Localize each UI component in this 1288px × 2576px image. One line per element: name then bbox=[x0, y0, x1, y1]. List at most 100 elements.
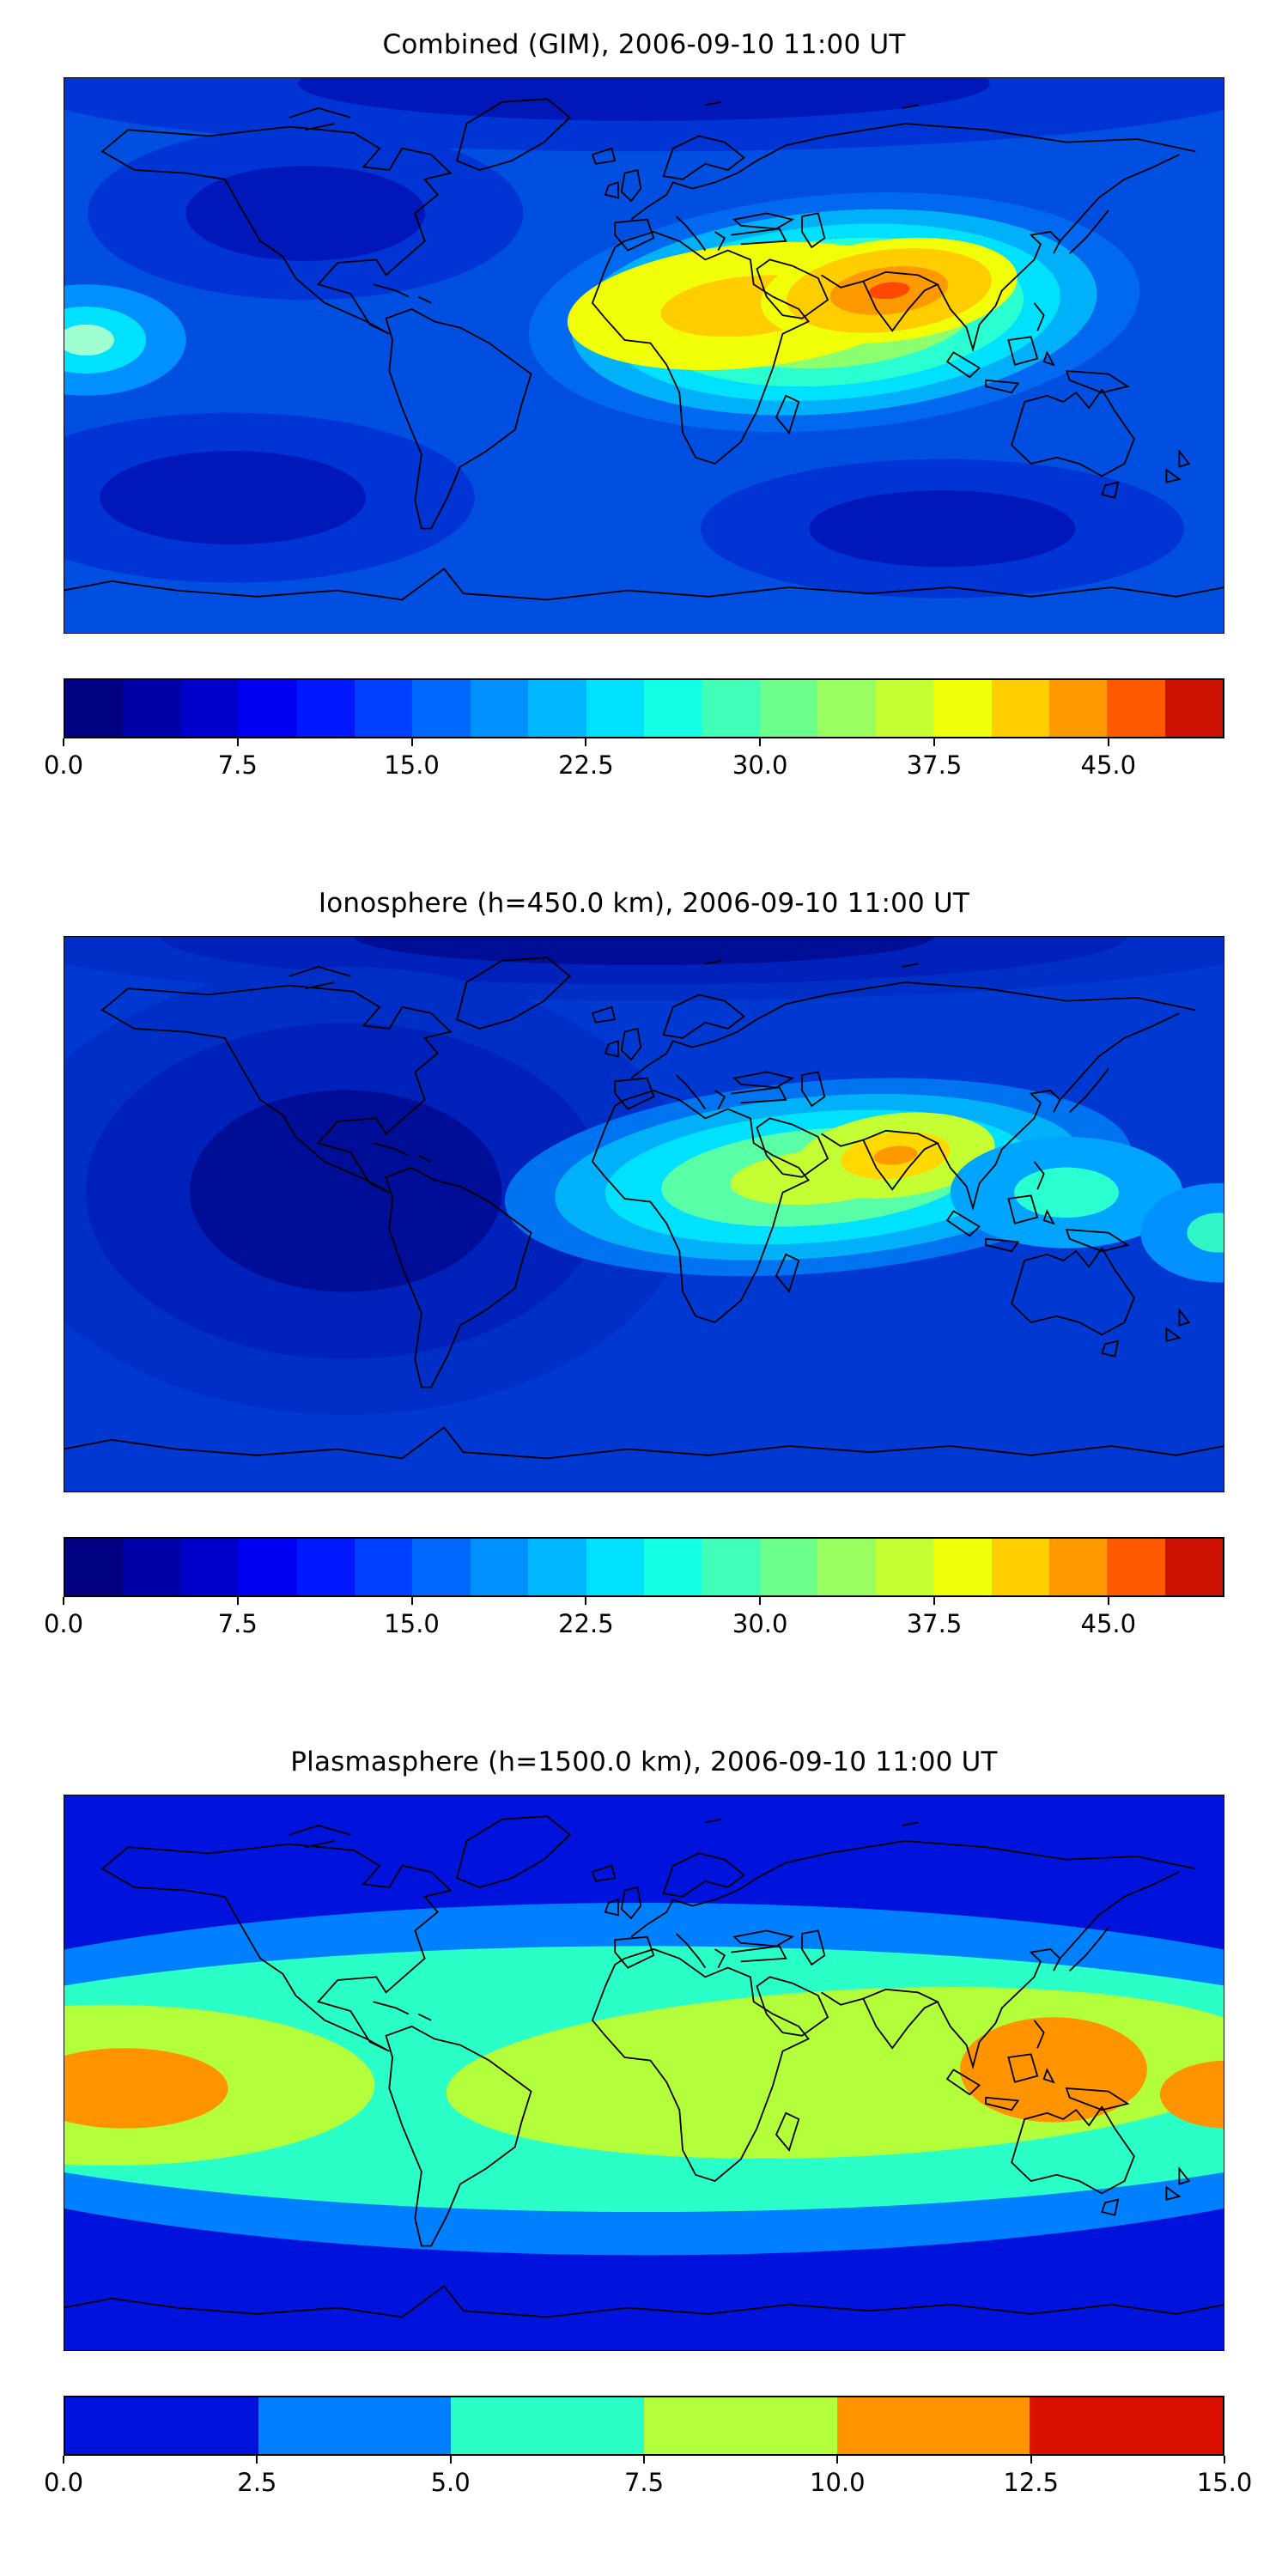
colorbar-segment bbox=[1107, 680, 1165, 737]
colorbar-segment bbox=[1030, 2397, 1224, 2454]
colorbar-tick-label: 7.5 bbox=[217, 750, 258, 780]
colorbar-segment bbox=[933, 680, 992, 737]
colorbar-segment bbox=[296, 680, 355, 737]
colorbar-tick-mark bbox=[63, 738, 64, 746]
colorbar-segment bbox=[644, 2397, 837, 2454]
colorbar-segment bbox=[528, 1539, 586, 1595]
colorbar-segment bbox=[1048, 680, 1108, 737]
colorbar-segment bbox=[875, 680, 934, 737]
south-asia-peak-core bbox=[796, 1112, 995, 1199]
maritime-continent-core bbox=[960, 2017, 1147, 2123]
colorbar-segment bbox=[644, 680, 702, 737]
colorbar-tick-label: 37.5 bbox=[906, 1609, 963, 1638]
map-svg-ionosphere bbox=[64, 936, 1224, 1492]
colorbar-tick-mark bbox=[236, 738, 239, 746]
right-edge-pacific-spot bbox=[1140, 1183, 1224, 1283]
colorbar-tick-label: 2.5 bbox=[237, 2468, 277, 2497]
colorbar-tick-label: 22.5 bbox=[558, 750, 614, 780]
colorbar-tick-mark bbox=[410, 738, 413, 746]
colorbar-wrap-ionosphere: 0.0 7.5 15.0 22.5 30.0 37.5 45.0 bbox=[44, 1537, 1224, 1647]
colorbar-tick-label: 37.5 bbox=[906, 750, 963, 780]
colorbar-segment bbox=[180, 1539, 240, 1595]
pacific-left-edge-spot bbox=[64, 284, 186, 396]
east-asia-tail bbox=[950, 1137, 1183, 1249]
colorbar-segment bbox=[586, 1539, 645, 1595]
colorbar-tick-label: 7.5 bbox=[623, 2468, 665, 2497]
colorbar-tick-label: 5.0 bbox=[430, 2468, 471, 2497]
map-svg-combined bbox=[64, 77, 1224, 634]
colorbar-tick-mark bbox=[449, 2456, 452, 2464]
colorbar-tick-mark bbox=[933, 738, 935, 746]
colorbar-segment bbox=[759, 1539, 818, 1595]
central-pacific-core bbox=[64, 2048, 228, 2129]
colorbar-segment bbox=[65, 680, 124, 737]
colorbar-segment bbox=[296, 1539, 355, 1595]
panel-title-ionosphere: Ionosphere (h=450.0 km), 2006-09-10 11:0… bbox=[318, 888, 970, 919]
colorbar-segment bbox=[355, 1539, 413, 1595]
colorbar-tick-label: 45.0 bbox=[1080, 750, 1137, 780]
colorbar-segment bbox=[470, 1539, 529, 1595]
colorbar-segment bbox=[991, 680, 1049, 737]
colorbar-wrap-plasmasphere: 0.0 2.5 5.0 7.5 10.0 12.5 15.0 bbox=[44, 2396, 1252, 2506]
colorbar-segment bbox=[412, 680, 471, 737]
colorbar-segment bbox=[1048, 1539, 1108, 1595]
right-edge-core bbox=[1159, 2060, 1224, 2129]
colorbar-segment bbox=[239, 1539, 297, 1595]
colorbar-tick-label: 0.0 bbox=[43, 1609, 84, 1638]
colorbar-tick-mark bbox=[759, 1597, 762, 1605]
colorbar-tick-label: 12.5 bbox=[1003, 2468, 1059, 2497]
colorbar-segment bbox=[528, 680, 586, 737]
colorbar-segment bbox=[470, 680, 529, 737]
map-combined bbox=[64, 77, 1224, 634]
colorbar-tick-mark bbox=[643, 2456, 645, 2464]
colorbar-tick-mark bbox=[1030, 2456, 1032, 2464]
panel-title-combined: Combined (GIM), 2006-09-10 11:00 UT bbox=[382, 29, 906, 60]
colorbar-tick-mark bbox=[585, 738, 587, 746]
americas-deep-minimum bbox=[64, 967, 693, 1415]
colorbar-segment bbox=[1164, 680, 1224, 737]
colorbar-combined bbox=[64, 678, 1224, 738]
map-ionosphere bbox=[64, 936, 1224, 1492]
colorbar-segment bbox=[991, 1539, 1049, 1595]
panel-ionosphere: Ionosphere (h=450.0 km), 2006-09-10 11:0… bbox=[0, 859, 1288, 1717]
colorbar-tick-mark bbox=[836, 2456, 839, 2464]
colorbar-tick-mark bbox=[256, 2456, 258, 2464]
colorbar-tick-label: 0.0 bbox=[43, 2468, 84, 2497]
colorbar-segment bbox=[836, 2397, 1030, 2454]
south-pacific-low-region bbox=[64, 412, 475, 583]
colorbar-segment bbox=[180, 680, 240, 737]
colorbar-segment bbox=[702, 1539, 760, 1595]
colorbar-tick-label: 0.0 bbox=[43, 750, 84, 780]
colorbar-tick-label: 22.5 bbox=[558, 1609, 614, 1638]
colorbar-tick-mark bbox=[1107, 738, 1109, 746]
colorbar-tick-label: 15.0 bbox=[384, 750, 440, 780]
colorbar-segment bbox=[1164, 1539, 1224, 1595]
colorbar-ionosphere bbox=[64, 1537, 1224, 1597]
colorbar-tick-mark bbox=[410, 1597, 413, 1605]
colorbar-segment bbox=[586, 680, 645, 737]
colorbar-segment bbox=[65, 1539, 124, 1595]
colorbar-plasmasphere bbox=[64, 2396, 1224, 2456]
colorbar-ticks-ionosphere: 0.0 7.5 15.0 22.5 30.0 37.5 45.0 bbox=[44, 1597, 1224, 1647]
colorbar-ticks-combined: 0.0 7.5 15.0 22.5 30.0 37.5 45.0 bbox=[44, 738, 1224, 788]
panel-title-plasmasphere: Plasmasphere (h=1500.0 km), 2006-09-10 1… bbox=[290, 1747, 998, 1777]
panel-combined: Combined (GIM), 2006-09-10 11:00 UT 0.0 7… bbox=[0, 0, 1288, 859]
colorbar-segment bbox=[355, 680, 413, 737]
colorbar-tick-mark bbox=[63, 1597, 64, 1605]
colorbar-wrap-combined: 0.0 7.5 15.0 22.5 30.0 37.5 45.0 bbox=[44, 678, 1224, 788]
colorbar-segment bbox=[123, 680, 181, 737]
colorbar-segment bbox=[1107, 1539, 1165, 1595]
colorbar-tick-label: 15.0 bbox=[1196, 2468, 1253, 2497]
colorbar-tick-label: 30.0 bbox=[732, 750, 788, 780]
colorbar-segment bbox=[123, 1539, 181, 1595]
colorbar-tick-mark bbox=[585, 1597, 587, 1605]
colorbar-segment bbox=[644, 1539, 702, 1595]
colorbar-segment bbox=[875, 1539, 934, 1595]
colorbar-segment bbox=[65, 2397, 258, 2454]
colorbar-tick-mark bbox=[1224, 2456, 1225, 2464]
colorbar-tick-mark bbox=[933, 1597, 935, 1605]
colorbar-ticks-plasmasphere: 0.0 2.5 5.0 7.5 10.0 12.5 15.0 bbox=[44, 2456, 1252, 2506]
colorbar-tick-label: 7.5 bbox=[217, 1609, 258, 1638]
colorbar-tick-label: 45.0 bbox=[1080, 1609, 1137, 1638]
